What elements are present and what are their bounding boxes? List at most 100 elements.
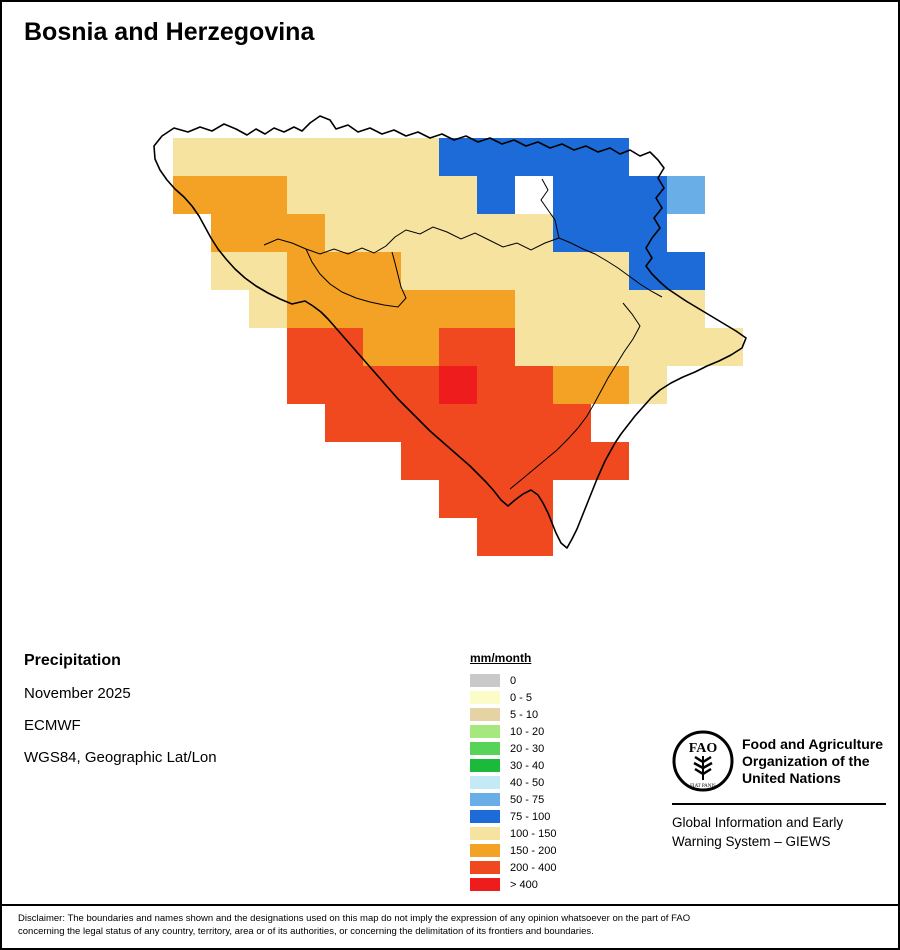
precip-cell (439, 138, 477, 176)
map-info-block: Precipitation November 2025 ECMWF WGS84,… (24, 652, 217, 781)
legend-label: 100 - 150 (510, 827, 557, 840)
legend-swatch (470, 759, 500, 772)
precip-cell (401, 328, 439, 366)
precip-cell (629, 366, 667, 404)
precip-cell (477, 480, 515, 518)
precip-cell (591, 252, 629, 290)
page-title: Bosnia and Herzegovina (24, 18, 315, 46)
legend-entries: 0 0 - 5 5 - 10 10 - 20 20 - 30 30 - 40 40 - 50… (470, 672, 556, 893)
legend-label: 0 - 5 (510, 691, 533, 704)
precip-cell (591, 328, 629, 366)
precip-cell (287, 290, 325, 328)
precip-cell (629, 176, 667, 214)
precip-cell (325, 366, 363, 404)
precip-cell (401, 252, 439, 290)
precip-cell (515, 214, 553, 252)
precip-cell (439, 214, 477, 252)
legend-swatch (470, 793, 500, 806)
legend-label: 5 - 10 (510, 708, 539, 721)
disclaimer: Disclaimer: The boundaries and names sho… (2, 904, 898, 948)
precip-cell (211, 252, 249, 290)
fao-logo-motto: FIAT PANIS (690, 784, 716, 789)
precip-cell (667, 176, 705, 214)
data-source: ECMWF (24, 717, 81, 734)
precip-cell (401, 290, 439, 328)
precip-cell (325, 252, 363, 290)
precip-cell (477, 328, 515, 366)
precip-cell (515, 442, 553, 480)
fao-org-name: Food and Agriculture Organization of the… (742, 736, 883, 787)
precip-cell (629, 290, 667, 328)
precip-cell (515, 138, 553, 176)
legend-row: 100 - 150 (470, 825, 556, 842)
precip-cell (325, 404, 363, 442)
precip-cell (439, 366, 477, 404)
precip-cell (211, 214, 249, 252)
precip-cell (363, 214, 401, 252)
fao-block: FAO FIAT PANIS Food and Agriculture Orga… (672, 728, 886, 851)
precip-cell (477, 290, 515, 328)
entity-boundary-line (305, 248, 407, 308)
precip-cell (363, 176, 401, 214)
disclaimer-line2: concerning the legal status of any count… (18, 926, 594, 937)
legend-row: 20 - 30 (470, 740, 556, 757)
precip-cell (249, 176, 287, 214)
legend-swatch (470, 844, 500, 857)
legend-label: 150 - 200 (510, 844, 557, 857)
legend-row: > 400 (470, 876, 556, 893)
legend-swatch (470, 827, 500, 840)
precip-cell (553, 442, 591, 480)
precipitation-raster (173, 138, 743, 556)
legend-swatch (470, 725, 500, 738)
precip-cell (629, 328, 667, 366)
precip-cell (325, 214, 363, 252)
precip-cell (325, 176, 363, 214)
legend: mm/month 0 0 - 5 5 - 10 10 - 20 20 - 30 30 - … (470, 651, 556, 893)
legend-row: 40 - 50 (470, 774, 556, 791)
giews-line2: Warning System – GIEWS (672, 834, 831, 849)
precip-cell (401, 138, 439, 176)
legend-swatch (470, 674, 500, 687)
precip-cell (173, 176, 211, 214)
precip-cell (287, 176, 325, 214)
legend-row: 75 - 100 (470, 808, 556, 825)
precip-cell (477, 252, 515, 290)
giews-line1: Global Information and Early (672, 815, 844, 830)
precip-cell (591, 138, 629, 176)
precip-cell (553, 366, 591, 404)
entity-boundary-line (509, 302, 641, 490)
precip-cell (553, 328, 591, 366)
legend-swatch (470, 810, 500, 823)
fao-header: FAO FIAT PANIS Food and Agriculture Orga… (672, 728, 886, 794)
precip-cell (363, 252, 401, 290)
fao-org-line2: Organization of the (742, 752, 870, 769)
legend-label: 75 - 100 (510, 810, 551, 823)
precip-cell (401, 176, 439, 214)
legend-swatch (470, 861, 500, 874)
precip-cell (249, 138, 287, 176)
precip-cell (287, 252, 325, 290)
precip-cell (515, 290, 553, 328)
precip-cell (477, 518, 515, 556)
precip-cell (401, 366, 439, 404)
precip-cell (629, 252, 667, 290)
precip-cell (363, 328, 401, 366)
legend-row: 30 - 40 (470, 757, 556, 774)
precip-cell (325, 138, 363, 176)
precip-cell (363, 138, 401, 176)
precip-cell (591, 214, 629, 252)
legend-row: 5 - 10 (470, 706, 556, 723)
legend-label: 20 - 30 (510, 742, 545, 755)
legend-label: > 400 (510, 878, 538, 891)
precip-cell (401, 214, 439, 252)
precip-cell (439, 480, 477, 518)
precip-cell (515, 366, 553, 404)
precip-cell (287, 328, 325, 366)
entity-boundary-line (263, 226, 560, 255)
precip-cell (211, 138, 249, 176)
legend-label: 30 - 40 (510, 759, 545, 772)
precip-cell (553, 290, 591, 328)
precip-cell (439, 442, 477, 480)
legend-label: 50 - 75 (510, 793, 545, 806)
